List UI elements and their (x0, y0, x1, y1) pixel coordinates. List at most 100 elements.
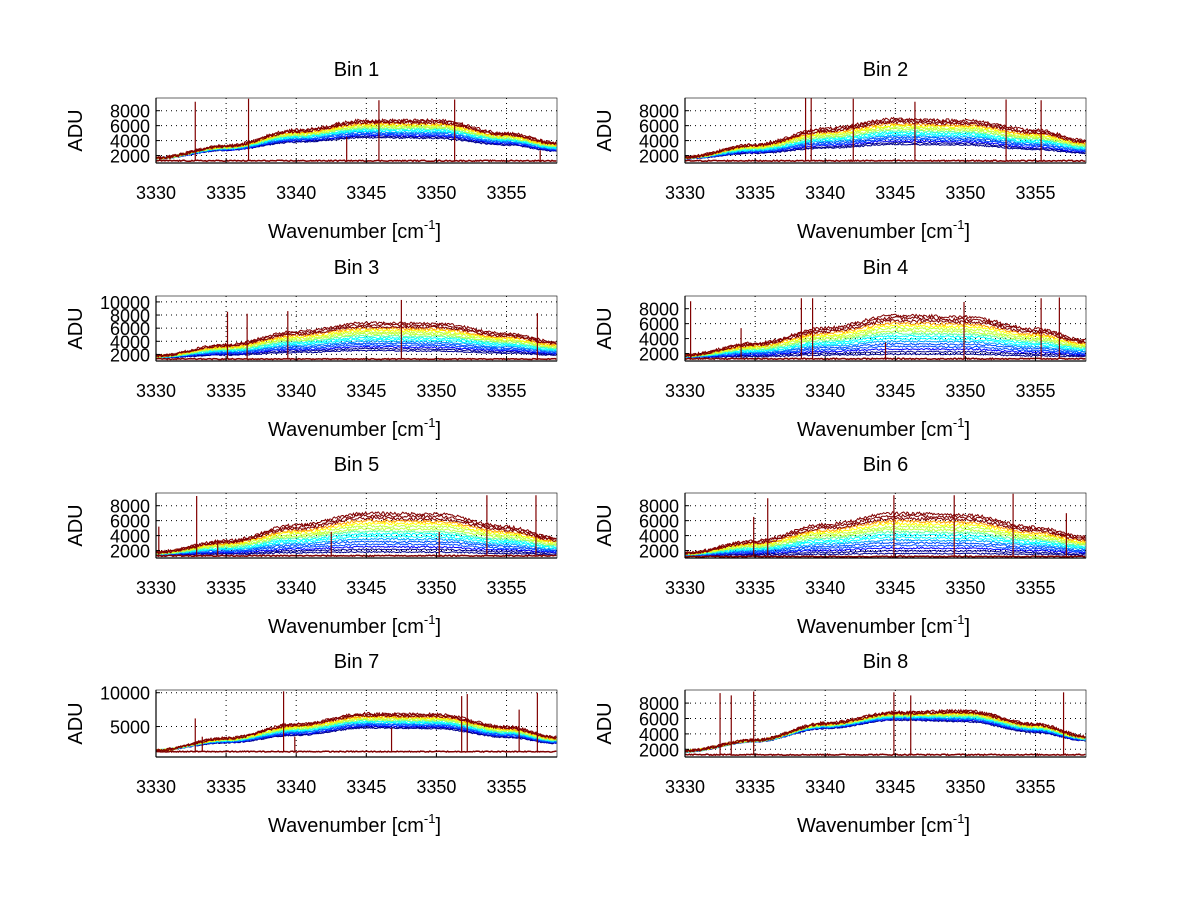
y-tick-label: 6000 (639, 709, 679, 729)
plot-area (685, 493, 1086, 558)
x-tick-label: 3335 (735, 777, 775, 797)
x-tick-label: 3355 (1016, 381, 1056, 401)
spectrum-trace (685, 116, 1086, 160)
spectrum-trace (685, 136, 1086, 160)
spectrum-trace (685, 339, 1086, 358)
y-axis-label: ADU (65, 109, 87, 151)
x-tick-label: 3345 (875, 183, 915, 203)
spectrum-trace (156, 332, 557, 359)
spectrum-trace (156, 513, 557, 554)
spectrum-trace (156, 510, 557, 555)
spectrum-trace (156, 712, 557, 752)
x-tick-label: 3355 (487, 777, 527, 797)
spectrum-trace (156, 540, 557, 556)
x-tick-label: 3355 (487, 183, 527, 203)
x-axis-label: Wavenumber [cm-1] (268, 612, 441, 638)
spectrum-trace (156, 341, 557, 359)
spectrum-trace (156, 550, 557, 557)
spectrum-trace (685, 549, 1086, 557)
spectrum-trace (156, 519, 557, 555)
spectrum-trace (156, 131, 557, 160)
x-tick-label: 3335 (206, 381, 246, 401)
x-axis-label: Wavenumber [cm-1] (268, 217, 441, 243)
x-tick-label: 3340 (805, 183, 845, 203)
subplot-title: Bin 8 (863, 651, 909, 673)
x-axis-label: Wavenumber [cm-1] (797, 217, 970, 243)
x-tick-label: 3350 (945, 578, 985, 598)
plot-area (156, 495, 557, 558)
spectrum-trace (685, 318, 1086, 358)
spectrum-trace (156, 526, 557, 555)
spectrum-trace (156, 324, 557, 357)
x-tick-label: 3345 (346, 777, 386, 797)
x-tick-label: 3355 (1016, 183, 1056, 203)
y-tick-label: 5000 (110, 718, 150, 738)
spectrum-trace (685, 552, 1086, 557)
x-tick-label: 3355 (487, 578, 527, 598)
subplot-bin-6: 3330 3335 3340 3345 3350 3355 2000400060008000… (594, 454, 1087, 638)
x-tick-label: 3345 (346, 381, 386, 401)
spectrum-trace (156, 347, 557, 359)
y-axis-label: ADU (594, 504, 616, 546)
spectrum-trace (156, 723, 557, 752)
x-tick-label: 3350 (416, 381, 456, 401)
y-axis-label: ADU (594, 109, 616, 151)
y-tick-label: 6000 (639, 315, 679, 335)
y-tick-label: 10000 (100, 684, 150, 704)
y-tick-label: 8000 (110, 102, 150, 122)
x-tick-label: 3355 (1016, 578, 1056, 598)
y-tick-label: 4000 (110, 132, 150, 152)
spectrum-trace (685, 546, 1086, 557)
subplot-bin-8: 3330 3335 3340 3345 3350 3355 2000400060008000… (594, 651, 1087, 837)
y-tick-label: 4000 (110, 332, 150, 352)
x-axis-label: Wavenumber [cm-1] (797, 612, 970, 638)
spectrum-trace (685, 337, 1086, 358)
spectrum-trace (685, 329, 1086, 358)
baseline-trace (685, 159, 1086, 163)
y-tick-label: 4000 (110, 527, 150, 547)
x-tick-label: 3340 (276, 777, 316, 797)
x-tick-label: 3345 (875, 777, 915, 797)
y-tick-label: 8000 (639, 694, 679, 714)
spectrum-trace (685, 139, 1086, 160)
baseline-trace (156, 357, 557, 361)
x-tick-label: 3345 (346, 183, 386, 203)
subplot-title: Bin 4 (863, 257, 909, 279)
subplot-title: Bin 7 (334, 651, 380, 673)
x-tick-label: 3335 (206, 777, 246, 797)
x-tick-label: 3340 (276, 381, 316, 401)
plot-area (156, 98, 557, 163)
y-tick-label: 8000 (110, 497, 150, 517)
y-tick-label: 4000 (639, 132, 679, 152)
y-tick-label: 6000 (110, 117, 150, 137)
y-tick-label: 2000 (639, 345, 679, 365)
y-tick-label: 10000 (100, 293, 150, 313)
baseline-trace (685, 555, 1086, 558)
baseline-trace (156, 554, 557, 558)
y-axis-label: ADU (65, 307, 87, 349)
x-tick-label: 3350 (945, 777, 985, 797)
y-tick-label: 6000 (639, 117, 679, 137)
x-tick-label: 3345 (875, 578, 915, 598)
subplot-bin-5: 3330 3335 3340 3345 3350 3355 2000400060008000… (65, 454, 558, 638)
spectrum-trace (685, 323, 1086, 357)
baseline-trace (156, 159, 557, 163)
spectrum-trace (685, 535, 1086, 556)
y-axis-label: ADU (65, 504, 87, 546)
subplot-bin-3: 3330 3335 3340 3345 3350 3355 2000400060008000… (65, 257, 558, 441)
x-tick-label: 3340 (276, 183, 316, 203)
x-tick-label: 3335 (206, 183, 246, 203)
spectrum-trace (156, 534, 557, 556)
y-tick-label: 2000 (110, 345, 150, 365)
x-tick-label: 3345 (875, 381, 915, 401)
spectrum-trace (685, 708, 1086, 753)
x-tick-label: 3330 (136, 183, 176, 203)
y-tick-label: 2000 (639, 542, 679, 562)
y-tick-label: 6000 (110, 512, 150, 532)
y-tick-label: 6000 (110, 319, 150, 339)
y-tick-label: 2000 (110, 147, 150, 167)
spectrum-trace (685, 524, 1086, 556)
spectrum-trace (685, 315, 1086, 358)
y-tick-label: 6000 (639, 512, 679, 532)
x-tick-label: 3335 (735, 578, 775, 598)
